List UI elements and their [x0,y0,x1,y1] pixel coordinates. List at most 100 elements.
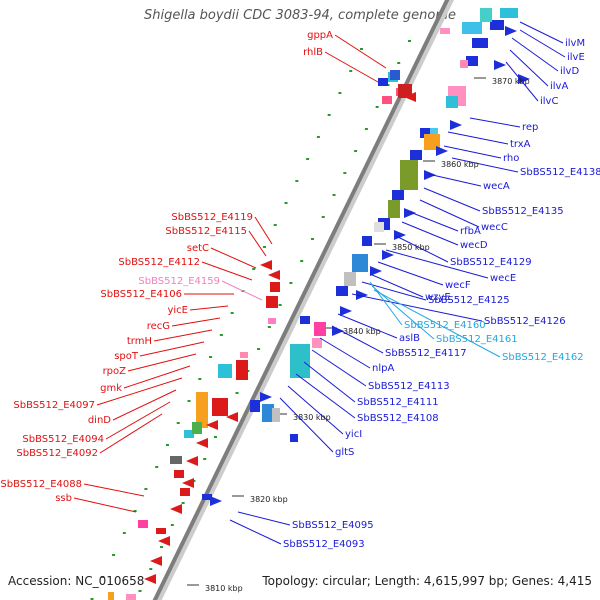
forward-gene-label: rfbA [460,226,481,237]
kbp-label: 3830 kbp [293,413,331,422]
kbp-label: 3840 kbp [343,327,381,336]
gc-dot [235,392,239,394]
gc-dot [122,532,126,534]
gene-arrow [436,146,448,156]
forward-gene-label-leader [505,61,539,102]
gene-arrow [518,74,530,84]
gc-dot [316,136,320,138]
gene-block [290,434,298,442]
reverse-gene-label-leader [99,413,163,454]
gc-dot [332,194,336,196]
reverse-gene-label: SbBS512_E4112 [118,257,200,268]
rna-gene-label: SbBS512_E4160 [404,320,486,331]
gc-dot [349,70,353,72]
gene-block [170,456,182,464]
gene-block [268,318,276,324]
gc-dot [165,444,169,446]
forward-gene-label: wecE [490,273,516,284]
gc-dot [338,92,342,94]
reverse-gene-label-leader [96,377,183,406]
reverse-gene-label-leader [334,34,387,69]
forward-gene-label: SbBS512_E4108 [357,413,439,424]
gc-dot [155,466,159,468]
gene-arrow [424,170,436,180]
reverse-gene-label-leader [83,483,145,497]
forward-gene-label-leader [419,199,480,228]
forward-gene-label: SbBS512_E4126 [484,316,566,327]
gc-dot [252,268,256,270]
kbp-label: 3810 kbp [205,584,243,593]
gene-block [180,488,190,496]
reverse-gene-label: setC [187,243,209,254]
forward-gene-label-leader [287,385,344,435]
gene-block [400,160,418,190]
gene-arrow [260,392,272,402]
reverse-gene-label-leader [139,341,205,357]
gene-block [240,352,248,358]
forward-gene-label-leader [385,249,489,279]
gc-dot [112,554,116,556]
gene-block [344,272,356,286]
gene-block [382,96,392,104]
forward-gene-label-leader [401,221,459,246]
gene-block [290,344,310,378]
reverse-gene-label-leader [254,216,273,245]
gc-dot [133,510,137,512]
gc-dot [90,598,94,600]
gene-block [138,520,148,528]
forward-gene-label: ilvE [567,52,585,63]
reverse-gene-label: rhlB [303,47,323,58]
forward-gene-label: rep [522,122,538,133]
pseudo-gene-label: SbBS512_E4159 [138,276,220,287]
accession-text: Accession: NC_010658 [8,574,145,588]
gene-block [196,392,208,428]
forward-gene-label-leader [509,49,549,87]
reverse-gene-label-leader [127,353,197,372]
forward-gene-label: SbBS512_E4125 [428,295,510,306]
forward-gene-label: ilvC [540,96,558,107]
forward-gene-label-leader [311,349,367,387]
forward-gene-label: yicI [345,429,362,440]
forward-gene-label-leader [351,293,483,322]
forward-gene-label: ilvD [560,66,579,77]
forward-gene-label: nlpA [372,363,394,374]
reverse-gene-label-leader [73,497,137,513]
gene-arrow [404,92,416,102]
gc-dot [230,312,234,314]
forward-gene-label: SbBS512_E4135 [482,206,564,217]
rna-gene-label: SbBS512_E4161 [436,334,518,345]
gene-arrow [404,208,416,218]
forward-gene-label-leader [279,397,334,453]
gene-block [430,128,438,134]
gene-arrow [158,536,170,546]
gc-dot [310,238,314,240]
forward-gene-label-leader [447,131,509,145]
reverse-gene-label: recG [147,321,170,332]
forward-gene-label-leader [229,519,282,545]
gene-arrow [196,438,208,448]
gene-block [270,282,280,292]
forward-gene-label: rho [503,153,519,164]
gene-arrow [150,556,162,566]
gene-block [480,8,492,22]
gc-dot [273,224,277,226]
reverse-gene-label: SbBS512_E4094 [22,434,104,445]
forward-gene-label: SbBS512_E4117 [385,348,467,359]
forward-gene-label: SbBS512_E4113 [368,381,450,392]
forward-gene-label: SbBS512_E4093 [283,539,365,550]
gene-block [266,296,278,308]
reverse-gene-label: SbBS512_E4088 [0,479,82,490]
forward-gene-label-leader [423,187,481,212]
gc-dot [300,260,304,262]
gene-arrow [505,26,517,36]
gene-arrow [450,120,462,130]
gene-arrow [268,270,280,280]
gene-block [312,338,322,348]
gc-dot [295,180,299,182]
topology-text: Topology: circular; Length: 4,615,997 bp… [262,574,592,588]
forward-gene-label: wecD [460,240,488,251]
gene-block [262,404,274,422]
forward-gene-label-leader [395,235,449,263]
reverse-gene-label-leader [189,305,229,311]
forward-gene-label-leader [369,273,424,298]
